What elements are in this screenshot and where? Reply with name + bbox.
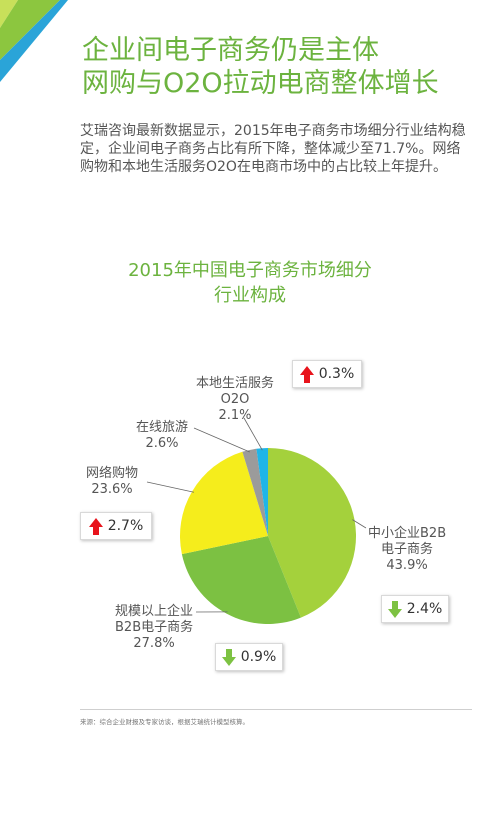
change-value: 2.7% [107,518,144,534]
chart-title-line-2: 行业构成 [214,285,286,306]
slice-label-online-travel: 在线旅游 2.6% [136,420,188,452]
up-arrow-icon [299,365,314,383]
chart-title: 2015年中国电子商务市场细分 行业构成 [80,258,420,308]
change-badge-online-shopping: 2.7% [80,512,152,540]
leader-online-shopping [146,481,195,493]
slice-label-large-b2b: 规模以上企业 B2B电子商务 27.8% [115,604,193,652]
page-title: 企业间电子商务仍是主体 网购与O2O拉动电商整体增长 [82,34,439,100]
change-badge-sme-b2b: 2.4% [381,595,449,623]
change-value: 0.9% [240,649,277,665]
slice-name: 中小企业B2B [368,526,447,541]
slice-name: 在线旅游 [136,420,189,435]
change-badge-local-o2o: 0.3% [292,360,362,388]
slice-local-o2o [256,447,268,536]
slice-value: 43.9% [386,558,428,573]
down-arrow-icon [387,600,402,618]
slice-label-online-shopping: 网络购物 23.6% [86,466,138,498]
source-note: 来源：综合企业财报及专家访谈，根据艾瑞统计模型核算。 [80,718,249,726]
slice-large-b2b [181,536,301,625]
change-badge-large-b2b: 0.9% [215,643,283,671]
slice-label-sme-b2b: 中小企业B2B 电子商务 43.9% [368,526,446,574]
slice-online-shopping [179,451,268,555]
slice-name: 网络购物 [86,466,139,481]
down-arrow-icon [221,648,236,666]
slice-value: 2.6% [145,436,179,451]
corner-decoration [0,0,68,82]
slice-value: 23.6% [91,482,133,497]
up-arrow-icon [88,517,103,535]
change-value: 0.3% [318,366,355,382]
intro-paragraph: 艾瑞咨询最新数据显示，2015年电子商务市场细分行业结构稳定，企业间电子商务占比… [80,123,466,175]
leader-online-travel [193,427,250,453]
leader-local-o2o [243,417,263,451]
change-value: 2.4% [406,601,443,617]
slice-value: 27.8% [133,636,175,651]
slice-name: 本地生活服务 [196,376,275,391]
slice-label-local-o2o: 本地生活服务 O2O 2.1% [196,376,274,424]
footer-divider [80,709,472,710]
leader-sme-b2b [352,519,367,529]
slice-sme-b2b [268,448,357,618]
slice-name: O2O [220,392,250,407]
slice-name: B2B电子商务 [115,620,194,635]
page-title-line-2: 网购与O2O拉动电商整体增长 [82,68,439,99]
slice-online-travel [242,448,268,536]
slice-name: 规模以上企业 [115,604,194,619]
page-title-line-1: 企业间电子商务仍是主体 [82,35,379,66]
chart-title-line-1: 2015年中国电子商务市场细分 [128,260,372,281]
slice-name: 电子商务 [381,542,434,557]
slice-value: 2.1% [218,408,252,423]
